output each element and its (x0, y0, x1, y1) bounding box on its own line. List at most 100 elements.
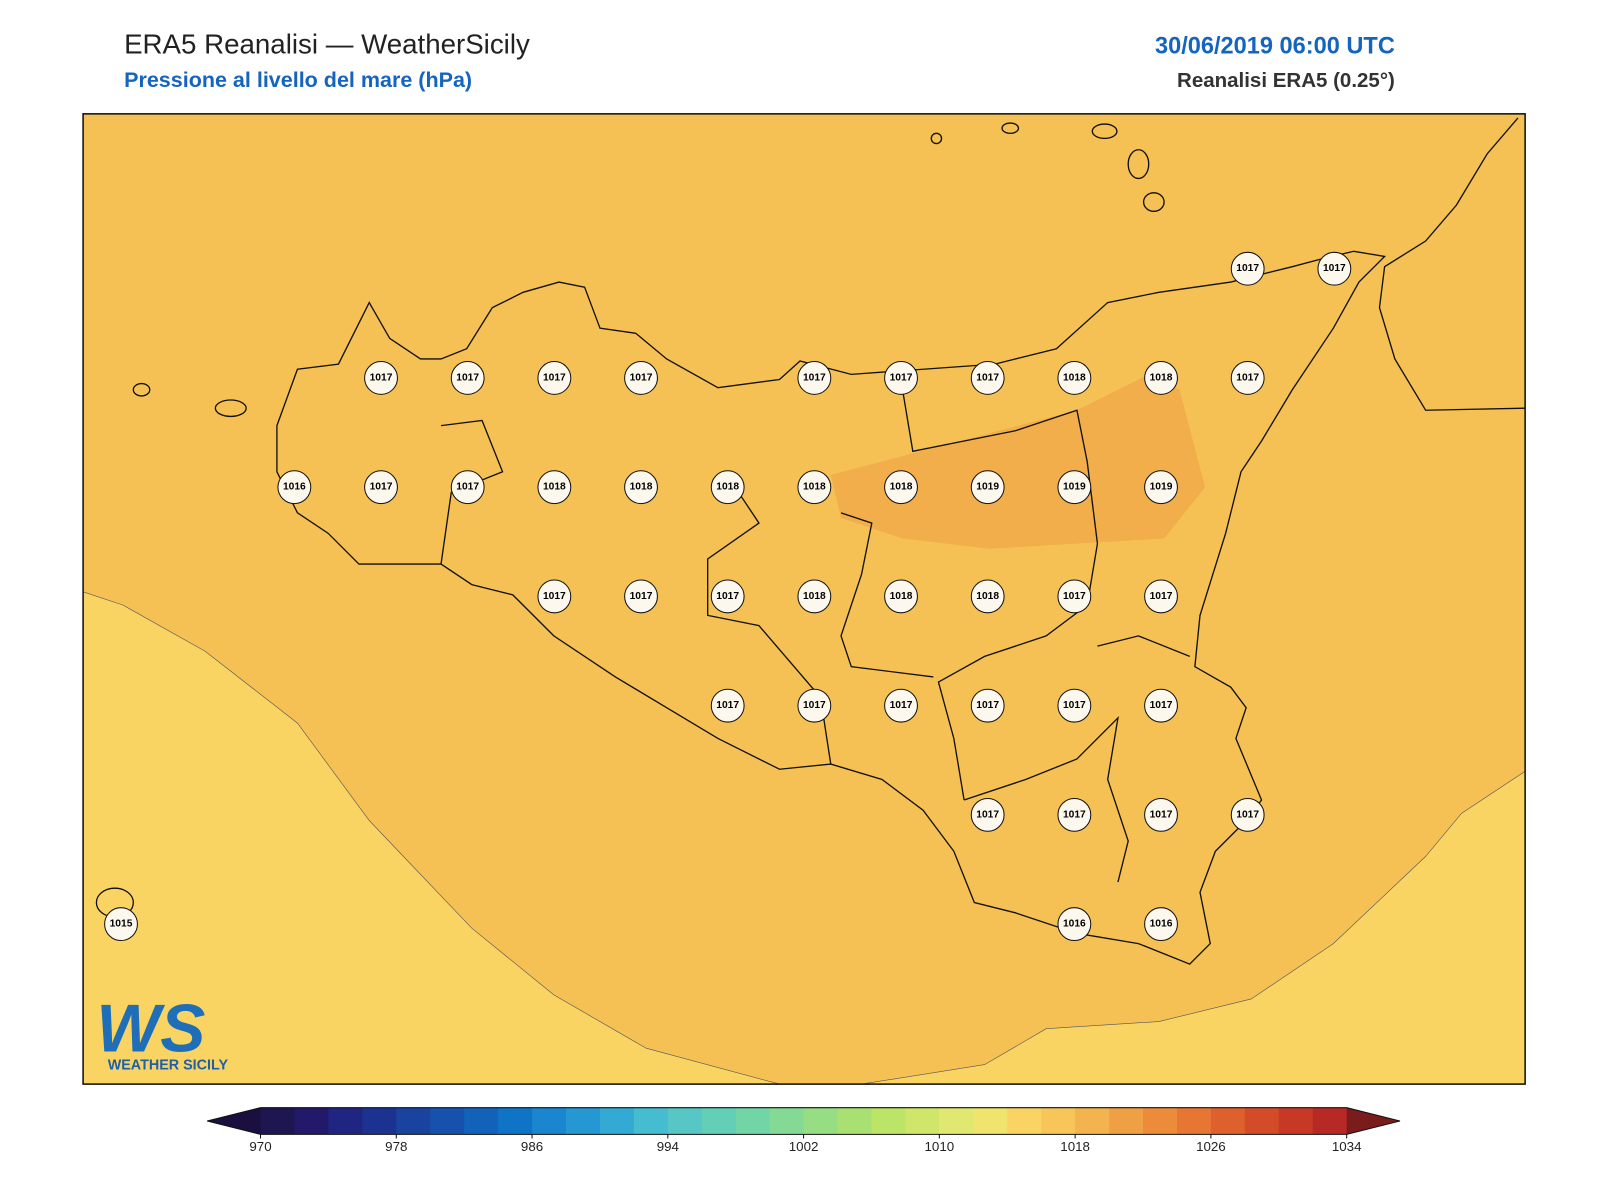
marker-circle (1230, 797, 1265, 832)
colorbar-segment (701, 1107, 737, 1135)
station-marker: 1017 (884, 688, 918, 723)
marker-value: 1017 (1150, 809, 1173, 820)
colorbar-segment (1210, 1107, 1246, 1135)
marker-circle (1144, 688, 1178, 723)
colorbar-segment (973, 1107, 1008, 1135)
marker-value: 1017 (803, 372, 826, 383)
colorbar-tick-label: 978 (385, 1139, 407, 1154)
marker-value: 1017 (370, 372, 393, 383)
station-marker: 1016 (277, 470, 312, 505)
colorbar-segment (1075, 1107, 1110, 1135)
station-marker: 1018 (970, 579, 1005, 614)
marker-circle (104, 907, 138, 942)
marker-value: 1017 (1236, 372, 1259, 383)
station-marker: 1017 (450, 361, 485, 395)
colorbar-tick-label: 1010 (925, 1139, 955, 1154)
station-markers: 1017 1017 1017 1017 1017 1017 1017 1017 1017 1018… (104, 251, 1352, 942)
station-marker: 1017 (797, 688, 832, 723)
station-marker: 1018 (1057, 361, 1092, 395)
marker-value: 1017 (630, 372, 653, 383)
marker-value: 1017 (1150, 700, 1173, 711)
marker-value: 1017 (1063, 700, 1086, 711)
colorbar-tick-label: 986 (521, 1139, 543, 1154)
colorbar-tick-label: 1018 (1060, 1139, 1090, 1154)
marker-value: 1017 (976, 809, 999, 820)
datetime: 30/06/2019 06:00 UTC (1155, 32, 1395, 58)
station-marker: 1017 (970, 688, 1005, 723)
marker-circle (277, 470, 312, 505)
marker-circle (450, 470, 485, 505)
colorbar-segment (1244, 1107, 1280, 1135)
station-marker: 1018 (624, 470, 658, 505)
marker-value: 1017 (456, 482, 479, 493)
station-marker: 1017 (537, 361, 572, 395)
marker-circle (537, 579, 572, 614)
marker-circle (884, 470, 918, 505)
marker-circle (797, 579, 832, 614)
station-marker: 1016 (1057, 907, 1092, 942)
station-marker: 1017 (1057, 579, 1092, 614)
station-marker: 1017 (1144, 797, 1178, 832)
colorbar-segment (939, 1107, 974, 1135)
marker-value: 1017 (890, 372, 913, 383)
marker-value: 1018 (630, 482, 653, 493)
marker-circle (970, 361, 1005, 395)
colorbar-segment (498, 1107, 533, 1135)
marker-value: 1017 (543, 591, 566, 602)
marker-circle (1144, 797, 1178, 832)
station-marker: 1017 (1230, 797, 1265, 832)
station-marker: 1017 (1144, 688, 1178, 723)
marker-circle (884, 688, 918, 723)
marker-circle (1144, 907, 1178, 942)
colorbar-segment (1041, 1107, 1076, 1135)
station-marker: 1016 (1144, 907, 1178, 942)
colorbar-segment (735, 1107, 771, 1135)
marker-value: 1018 (803, 482, 826, 493)
station-marker: 1018 (537, 470, 572, 505)
marker-circle (1144, 579, 1178, 614)
colorbar-segment (769, 1107, 805, 1135)
marker-circle (537, 361, 572, 395)
colorbar-segment (362, 1107, 397, 1135)
marker-circle (884, 361, 918, 395)
colorbar-segment (464, 1107, 499, 1135)
marker-value: 1017 (1236, 809, 1259, 820)
marker-circle (1057, 470, 1092, 505)
station-marker: 1017 (450, 470, 485, 505)
marker-circle (1057, 579, 1092, 614)
station-marker: 1017 (1144, 579, 1178, 614)
station-marker: 1018 (797, 470, 832, 505)
colorbar-segment (430, 1107, 465, 1135)
colorbar-segment (871, 1107, 906, 1135)
title: ERA5 Reanalisi — WeatherSicily (124, 28, 530, 59)
marker-value: 1018 (976, 591, 999, 602)
marker-circle (537, 470, 572, 505)
marker-value: 1017 (803, 700, 826, 711)
marker-circle (1057, 688, 1092, 723)
marker-value: 1017 (1063, 591, 1086, 602)
station-marker: 1017 (797, 361, 832, 395)
colorbar-segment (599, 1107, 635, 1135)
marker-circle (797, 361, 832, 395)
marker-value: 1016 (1063, 919, 1086, 930)
marker-value: 1019 (976, 482, 999, 493)
colorbar-segment (1109, 1107, 1144, 1135)
colorbar-segment (837, 1107, 872, 1135)
marker-value: 1017 (1323, 263, 1346, 274)
marker-circle (1057, 797, 1092, 832)
station-marker: 1018 (710, 470, 745, 505)
colorbar-tick-label: 1034 (1332, 1139, 1362, 1154)
marker-value: 1018 (1150, 372, 1173, 383)
marker-value: 1018 (716, 482, 739, 493)
marker-circle (624, 579, 658, 614)
colorbar-segment (905, 1107, 940, 1135)
marker-circle (1144, 361, 1178, 395)
marker-value: 1017 (456, 372, 479, 383)
marker-value: 1017 (630, 591, 653, 602)
marker-circle (624, 361, 658, 395)
colorbar-segment (1143, 1107, 1178, 1135)
logo: WS WEATHER SICILY (96, 991, 228, 1073)
colorbar-extend-high (1346, 1107, 1400, 1135)
map: 1017 1017 1017 1017 1017 1017 1017 1017 1017 1018… (82, 113, 1526, 1085)
marker-circle (1144, 470, 1178, 505)
